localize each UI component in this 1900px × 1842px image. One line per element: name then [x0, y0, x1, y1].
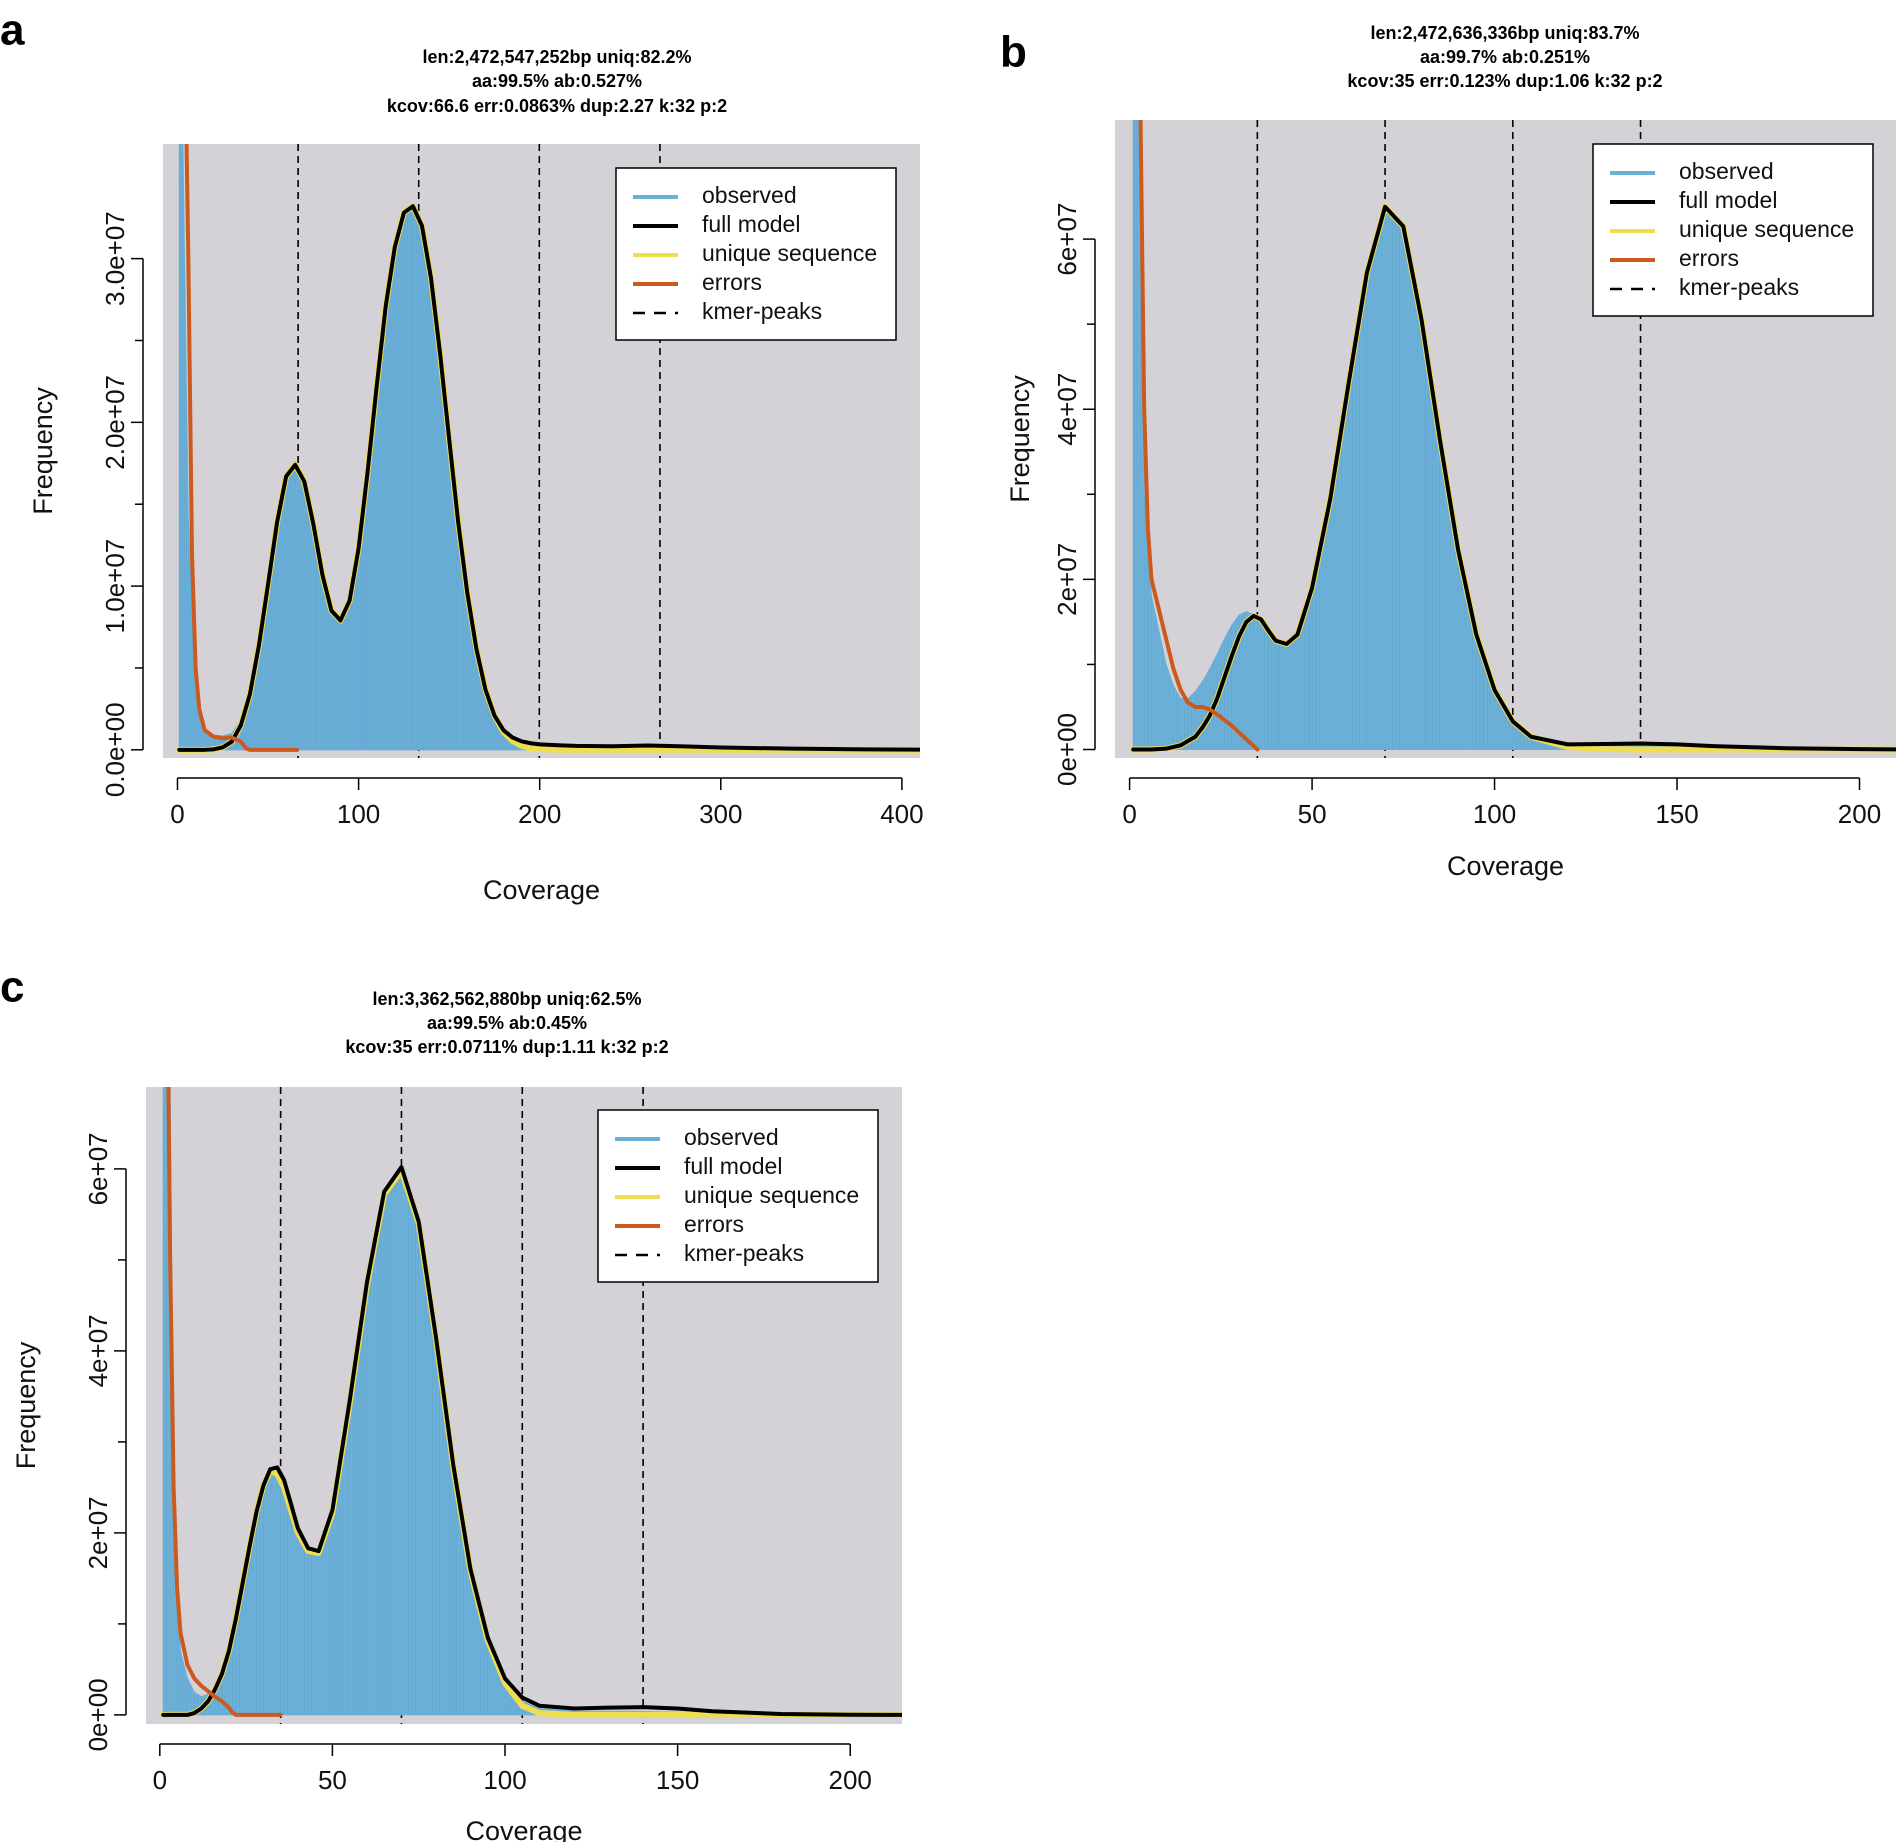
- full-model-series-line: [161, 1165, 902, 1717]
- x-axis-label: Coverage: [465, 1816, 582, 1842]
- x-tick-label: 200: [518, 799, 561, 829]
- y-tick-label: 4e+07: [1052, 373, 1082, 446]
- errors-series-line: [184, 144, 300, 752]
- x-tick-label: 0: [170, 799, 184, 829]
- legend-label: unique sequence: [1679, 216, 1854, 242]
- full-model-series-line: [177, 204, 920, 752]
- panel-letter: c: [0, 963, 24, 1012]
- legend-label: full model: [702, 211, 800, 237]
- y-tick-label: 0e+00: [83, 1678, 113, 1751]
- y-tick-label: 2.0e+07: [100, 375, 130, 470]
- legend-label: errors: [684, 1211, 744, 1237]
- panel-letter: a: [0, 6, 25, 55]
- legend-label: errors: [702, 269, 762, 295]
- errors-series-line: [1138, 120, 1260, 752]
- legend: observed full model unique sequence errors k…: [615, 167, 897, 341]
- x-tick-label: 50: [1298, 799, 1327, 829]
- y-tick-label: 0e+00: [1052, 713, 1082, 786]
- chart-title-line: len:2,472,547,252bp uniq:82.2%: [422, 47, 691, 67]
- chart-title-line: aa:99.5% ab:0.45%: [427, 1013, 587, 1033]
- y-tick-label: 6e+07: [83, 1132, 113, 1205]
- y-axis-label: Frequency: [28, 387, 58, 515]
- y-tick-label: 6e+07: [1052, 203, 1082, 276]
- panel-letter: b: [1000, 28, 1027, 77]
- x-tick-label: 150: [656, 1765, 699, 1795]
- legend-label: observed: [1679, 158, 1774, 184]
- legend-label: kmer-peaks: [1679, 274, 1799, 300]
- chart-title-line: kcov:66.6 err:0.0863% dup:2.27 k:32 p:2: [387, 96, 727, 116]
- legend-label: kmer-peaks: [702, 298, 822, 324]
- chart-title-line: len:2,472,636,336bp uniq:83.7%: [1370, 23, 1639, 43]
- x-tick-label: 200: [1838, 799, 1881, 829]
- chart-title-line: aa:99.5% ab:0.527%: [472, 71, 642, 91]
- legend-label: unique sequence: [702, 240, 877, 266]
- chart-title-line: len:3,362,562,880bp uniq:62.5%: [372, 989, 641, 1009]
- x-tick-label: 100: [337, 799, 380, 829]
- legend: observed full model unique sequence errors k…: [1592, 143, 1874, 317]
- plot-area: [1130, 120, 1896, 758]
- x-tick-label: 400: [880, 799, 923, 829]
- chart-panel-c: c len:3,362,562,880bp uniq:62.5% aa:99.5% …: [0, 963, 902, 1842]
- y-tick-label: 3.0e+07: [100, 211, 130, 306]
- x-tick-label: 200: [829, 1765, 872, 1795]
- chart-title-line: kcov:35 err:0.0711% dup:1.11 k:32 p:2: [345, 1037, 668, 1057]
- legend-label: full model: [684, 1153, 782, 1179]
- plot-area: [160, 1087, 902, 1724]
- chart-title-line: aa:99.7% ab:0.251%: [1420, 47, 1590, 67]
- y-axis-label: Frequency: [11, 1341, 41, 1469]
- legend: observed full model unique sequence errors k…: [597, 1109, 879, 1283]
- x-tick-label: 0: [1122, 799, 1136, 829]
- x-tick-label: 100: [483, 1765, 526, 1795]
- x-tick-label: 150: [1655, 799, 1698, 829]
- x-axis-label: Coverage: [1447, 851, 1564, 881]
- plot-area: [176, 144, 920, 758]
- legend-label: unique sequence: [684, 1182, 859, 1208]
- y-axis-label: Frequency: [1005, 375, 1035, 503]
- y-tick-label: 4e+07: [83, 1314, 113, 1387]
- chart-panel-a: a len:2,472,547,252bp uniq:82.2% aa:99.5% …: [0, 6, 924, 906]
- x-tick-label: 50: [318, 1765, 347, 1795]
- x-tick-label: 300: [699, 799, 742, 829]
- chart-title-line: kcov:35 err:0.123% dup:1.06 k:32 p:2: [1347, 71, 1662, 91]
- y-tick-label: 2e+07: [83, 1496, 113, 1569]
- legend-label: observed: [684, 1124, 779, 1150]
- y-tick-label: 2e+07: [1052, 543, 1082, 616]
- y-tick-label: 1.0e+07: [100, 539, 130, 634]
- errors-series-line: [166, 1087, 283, 1717]
- legend-label: observed: [702, 182, 797, 208]
- chart-panel-b: b len:2,472,636,336bp uniq:83.7% aa:99.7% …: [1000, 23, 1896, 881]
- x-tick-label: 0: [153, 1765, 167, 1795]
- y-tick-label: 0.0e+00: [100, 702, 130, 797]
- legend-label: errors: [1679, 245, 1739, 271]
- legend-label: kmer-peaks: [684, 1240, 804, 1266]
- x-tick-label: 100: [1473, 799, 1516, 829]
- legend-label: full model: [1679, 187, 1777, 213]
- x-axis-label: Coverage: [483, 875, 600, 905]
